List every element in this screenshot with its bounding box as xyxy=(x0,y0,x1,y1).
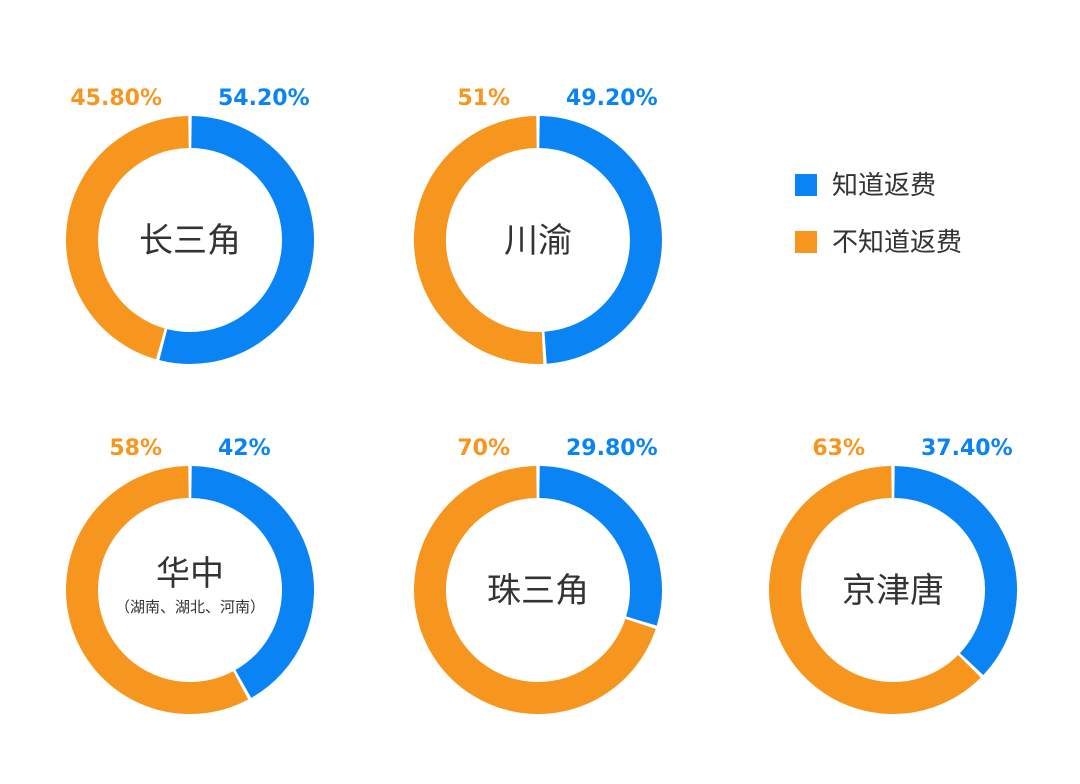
donut-5-slice-not-know xyxy=(769,466,981,714)
donut-3-slice-not-know xyxy=(66,466,249,714)
donut-2-slice-not-know xyxy=(413,116,544,364)
donut-4-slice-know xyxy=(538,466,662,626)
donut-4: 29.80% 70% 珠三角 xyxy=(414,436,662,714)
donut-4-label-not-know: 70% xyxy=(457,436,510,461)
legend-label-know: 知道返费 xyxy=(832,171,936,201)
donut-3-subtitle: （湖南、湖北、河南） xyxy=(115,598,265,616)
donut-2-title: 川渝 xyxy=(504,221,572,261)
donut-3-label-know: 42% xyxy=(218,436,271,461)
legend: 知道返费 不知道返费 xyxy=(795,171,962,258)
donut-3-title: 华中 xyxy=(156,554,224,594)
donut-2-slice-know xyxy=(538,116,662,364)
donut-2-label-not-know: 51% xyxy=(457,86,510,111)
donut-5: 37.40% 63% 京津唐 xyxy=(769,436,1017,714)
donut-4-slice-not-know xyxy=(414,466,656,714)
donut-5-title: 京津唐 xyxy=(842,571,944,611)
legend-swatch-not-know xyxy=(795,231,817,253)
donut-1-slice-know xyxy=(159,116,315,364)
donut-5-slice-know xyxy=(893,466,1017,676)
donut-1-label-know: 54.20% xyxy=(218,86,310,111)
donut-1-label-not-know: 45.80% xyxy=(70,86,162,111)
donut-5-label-not-know: 63% xyxy=(812,436,865,461)
donut-1-slice-not-know xyxy=(66,116,190,360)
legend-label-not-know: 不知道返费 xyxy=(832,228,962,258)
donut-3-slice-know xyxy=(190,466,314,698)
donut-1: 54.20% 45.80% 长三角 xyxy=(66,86,315,364)
donut-3-label-not-know: 58% xyxy=(109,436,162,461)
donut-2-label-know: 49.20% xyxy=(566,86,658,111)
legend-swatch-know xyxy=(795,174,817,196)
donut-5-label-know: 37.40% xyxy=(921,436,1013,461)
donut-4-title: 珠三角 xyxy=(487,571,589,611)
donut-2: 49.20% 51% 川渝 xyxy=(413,86,662,364)
donut-3: 42% 58% 华中 （湖南、湖北、河南） xyxy=(66,436,314,714)
donut-4-label-know: 29.80% xyxy=(566,436,658,461)
donut-1-title: 长三角 xyxy=(139,221,241,261)
